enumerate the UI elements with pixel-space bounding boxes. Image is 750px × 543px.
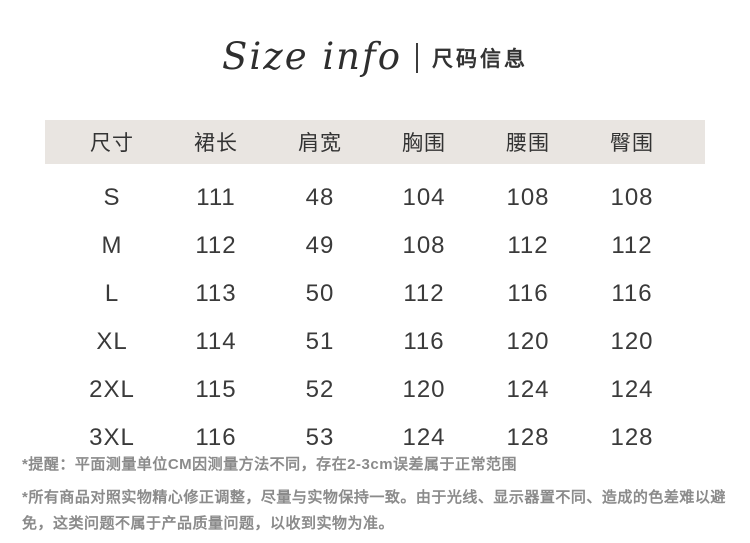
title-divider (415, 43, 418, 73)
value-cell: 124 (610, 376, 654, 403)
size-cell: L (104, 280, 120, 307)
value-cell: 120 (402, 376, 446, 403)
value-cell: 112 (611, 232, 653, 259)
size-cell: 3XL (89, 424, 135, 451)
value-cell: 108 (402, 232, 446, 259)
column-header-bust: 胸围 (402, 132, 446, 155)
footnotes: *提醒：平面测量单位CM因测量方法不同，存在2-3cm误差属于正常范围 *所有商… (22, 453, 736, 537)
table-row-xl: XL 114 51 116 120 120 (45, 318, 705, 366)
size-cell: M (101, 232, 123, 259)
column-header-hip: 臀围 (610, 132, 654, 155)
title-cn: 尺码信息 (431, 48, 528, 71)
size-info-header: Size info 尺码信息 (0, 30, 750, 86)
column-header-size: 尺寸 (90, 132, 134, 155)
value-cell: 116 (507, 280, 549, 307)
value-cell: 124 (506, 376, 550, 403)
column-header-waist: 腰围 (506, 132, 550, 155)
value-cell: 112 (507, 232, 549, 259)
value-cell: 112 (403, 280, 445, 307)
value-cell: 49 (305, 232, 335, 259)
value-cell: 104 (402, 184, 446, 211)
table-row-s: S 111 48 104 108 108 (45, 174, 705, 222)
value-cell: 50 (305, 280, 335, 307)
size-cell: S (103, 184, 121, 211)
value-cell: 52 (305, 376, 335, 403)
value-cell: 51 (305, 328, 335, 355)
value-cell: 114 (195, 328, 237, 355)
table-row-2xl: 2XL 115 52 120 124 124 (45, 366, 705, 414)
value-cell: 113 (195, 280, 237, 307)
title-script-en: Size info (222, 34, 402, 78)
value-cell: 120 (610, 328, 654, 355)
column-header-skirt-length: 裙长 (194, 132, 238, 155)
value-cell: 124 (402, 424, 446, 451)
value-cell: 115 (195, 376, 237, 403)
value-cell: 116 (611, 280, 653, 307)
value-cell: 116 (195, 424, 237, 451)
table-header-row: 尺寸 裙长 肩宽 胸围 腰围 臀围 (45, 120, 705, 164)
table-row-l: L 113 50 112 116 116 (45, 270, 705, 318)
value-cell: 120 (506, 328, 550, 355)
size-cell: 2XL (89, 376, 135, 403)
value-cell: 111 (196, 184, 236, 211)
value-cell: 48 (305, 184, 335, 211)
value-cell: 128 (610, 424, 654, 451)
column-header-shoulder: 肩宽 (298, 132, 342, 155)
size-cell: XL (96, 328, 128, 355)
note-color-disclaimer: *所有商品对照实物精心修正调整，尽量与实物保持一致。由于光线、显示器置不同、造成… (22, 489, 726, 532)
value-cell: 53 (305, 424, 335, 451)
note-measurement-reminder: *提醒：平面测量单位CM因测量方法不同，存在2-3cm误差属于正常范围 (22, 456, 518, 473)
value-cell: 108 (506, 184, 550, 211)
table-row-3xl: 3XL 116 53 124 128 128 (45, 414, 705, 462)
value-cell: 128 (506, 424, 550, 451)
value-cell: 112 (195, 232, 237, 259)
size-table: 尺寸 裙长 肩宽 胸围 腰围 臀围 S 111 48 104 108 108 M… (45, 120, 705, 462)
value-cell: 116 (403, 328, 445, 355)
table-body: S 111 48 104 108 108 M 112 49 108 112 11… (45, 164, 705, 462)
table-row-m: M 112 49 108 112 112 (45, 222, 705, 270)
value-cell: 108 (610, 184, 654, 211)
